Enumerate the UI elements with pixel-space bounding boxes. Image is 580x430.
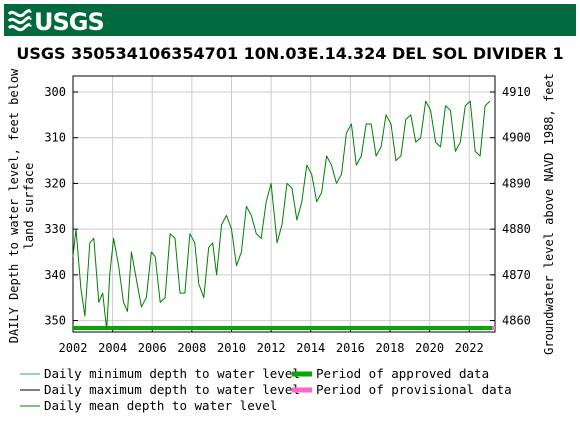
x-tick-label: 2002 xyxy=(59,341,88,355)
chart-ticks: 2002 2004 2006 2008 2010 2012 2014 2016 2018 2020… xyxy=(44,85,531,355)
y-right-tick-label: 4880 xyxy=(502,222,531,236)
x-tick-label: 2014 xyxy=(296,341,325,355)
chart-legend: Daily minimum depth to water level Period… xyxy=(20,366,512,413)
usgs-logo: USGS xyxy=(7,6,105,36)
legend-label: Daily mean depth to water level xyxy=(44,398,277,413)
x-tick-label: 2010 xyxy=(217,341,246,355)
chart-grid xyxy=(72,76,495,332)
y-left-tick-label: 310 xyxy=(44,131,66,145)
y-left-tick-label: 320 xyxy=(44,176,66,190)
y-left-tick-label: 340 xyxy=(44,268,66,282)
usgs-logo-text: USGS xyxy=(34,8,105,36)
x-tick-label: 2020 xyxy=(415,341,444,355)
y-axis-right-label: Groundwater level above NAVD 1988, feet xyxy=(542,73,556,355)
legend-label: Daily minimum depth to water level xyxy=(44,366,300,381)
x-tick-label: 2006 xyxy=(138,341,167,355)
chart-title: USGS 350534106354701 10N.03E.14.324 DEL … xyxy=(16,44,563,63)
x-tick-label: 2012 xyxy=(257,341,286,355)
daily-mean-depth-line xyxy=(72,100,491,331)
y-axis-left-label-line2: land surface xyxy=(22,163,36,250)
usgs-wave-icon xyxy=(7,9,33,32)
y-right-tick-label: 4860 xyxy=(502,314,531,328)
y-left-tick-label: 330 xyxy=(44,222,66,236)
chart-series xyxy=(72,100,491,331)
x-tick-label: 2016 xyxy=(336,341,365,355)
x-tick-label: 2018 xyxy=(376,341,405,355)
y-axis-left-label-line1: DAILY Depth to water level, feet below xyxy=(7,68,21,343)
legend-label: Daily maximum depth to water level xyxy=(44,382,300,397)
y-left-tick-label: 300 xyxy=(44,85,66,99)
x-tick-label: 2004 xyxy=(98,341,127,355)
y-left-tick-label: 350 xyxy=(44,314,66,328)
y-right-tick-label: 4890 xyxy=(502,176,531,190)
plot-frame xyxy=(72,75,496,333)
legend-label: Period of provisional data xyxy=(316,382,512,397)
y-right-tick-label: 4910 xyxy=(502,85,531,99)
x-tick-label: 2008 xyxy=(177,341,206,355)
usgs-header-bar: USGS xyxy=(4,4,576,36)
legend-label: Period of approved data xyxy=(316,366,489,381)
y-right-tick-label: 4870 xyxy=(502,268,531,282)
y-right-tick-label: 4900 xyxy=(502,131,531,145)
x-tick-label: 2022 xyxy=(455,341,484,355)
